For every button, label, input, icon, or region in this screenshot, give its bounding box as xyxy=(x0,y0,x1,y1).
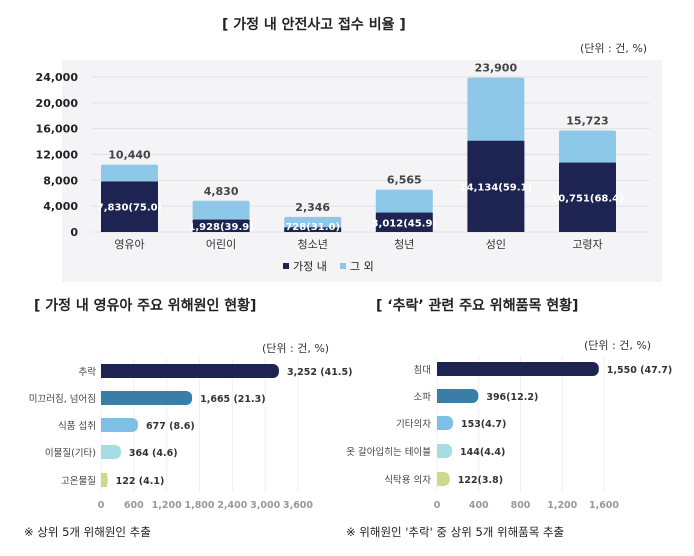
x-tick-label: 3,000 xyxy=(250,500,280,511)
bar-segment-other xyxy=(101,164,158,182)
y-tick-label: 24,000 xyxy=(36,71,79,84)
bar-data-label: 7,830(75.0) xyxy=(97,203,162,214)
bar-segment-other xyxy=(375,189,433,213)
bar-data-label: 1,928(39.9) xyxy=(188,222,253,233)
bar-data-label: 122 (4.1) xyxy=(116,476,165,487)
main-chart-title: [ 가정 내 안전사고 접수 비율 ] xyxy=(222,17,406,33)
x-tick-label: 어린이 xyxy=(206,238,236,251)
x-tick-label: 고령자 xyxy=(572,238,602,251)
right-chart-unit: (단위 : 건, %) xyxy=(584,339,652,352)
y-category-label: 추락 xyxy=(79,366,97,378)
x-tick-label: 3,600 xyxy=(283,500,313,511)
left-chart-unit: (단위 : 건, %) xyxy=(262,342,330,355)
right-chart-note: ※ 위해원인 '추락' 중 상위 5개 위해품목 추출 xyxy=(346,525,565,539)
bar-data-label: 14,134(59.1) xyxy=(460,182,532,193)
y-category-label: 침대 xyxy=(414,365,431,376)
bar-base xyxy=(101,473,107,487)
bar-segment-other xyxy=(467,77,525,141)
bar-base xyxy=(101,445,107,459)
bar-data-label: 364 (4.6) xyxy=(129,448,178,459)
x-tick-label: 1,800 xyxy=(184,500,214,511)
bar-data-label: 153(4.7) xyxy=(461,419,506,430)
y-category-label: 식탁용 의자 xyxy=(384,474,431,486)
y-category-label: 미끄러짐, 넘어짐 xyxy=(29,394,96,405)
y-category-label: 식품 섭취 xyxy=(58,421,96,432)
x-tick-label: 400 xyxy=(469,500,489,511)
x-tick-label: 1,200 xyxy=(152,500,182,511)
bar xyxy=(101,364,279,378)
x-tick-label: 청소년 xyxy=(298,238,328,251)
bar-segment-other xyxy=(284,216,342,228)
bar-data-label: 1,665 (21.3) xyxy=(200,394,265,405)
bar-data-label: 122(3.8) xyxy=(458,475,503,486)
y-category-label: 고온물질 xyxy=(61,475,96,487)
bar xyxy=(437,362,599,376)
bar xyxy=(101,391,193,405)
legend-label-other: 그 외 xyxy=(350,260,374,273)
bar-base xyxy=(101,418,107,432)
bar-base xyxy=(437,416,443,430)
left-chart-title: [ 가정 내 영유아 주요 위해원인 현황] xyxy=(34,298,257,314)
bar-data-label: 396(12.2) xyxy=(486,392,538,403)
bar-data-label: 3,012(45.9) xyxy=(372,218,437,229)
bar-total-label: 10,440 xyxy=(108,149,151,162)
legend-label-home: 가정 내 xyxy=(293,260,327,273)
right-chart-title: [ ‘추락’ 관련 주요 위해품목 현황] xyxy=(376,298,579,314)
bar-segment-home xyxy=(284,227,342,232)
bar xyxy=(437,389,479,403)
y-tick-label: 8,000 xyxy=(43,174,78,187)
bar-data-label: 10,751(68.4) xyxy=(551,193,623,204)
x-tick-label: 800 xyxy=(511,500,531,511)
x-tick-label: 성인 xyxy=(486,238,506,251)
bar-total-label: 23,900 xyxy=(475,62,518,75)
y-tick-label: 0 xyxy=(70,226,78,239)
bar-base xyxy=(437,362,443,376)
y-tick-label: 12,000 xyxy=(36,149,79,162)
bar-data-label: 144(4.4) xyxy=(460,447,505,458)
y-tick-label: 16,000 xyxy=(36,123,79,136)
x-tick-label: 1,200 xyxy=(547,500,577,511)
bar-base xyxy=(437,444,443,458)
bar-segment-other xyxy=(559,130,616,163)
bar-segment-home xyxy=(192,219,250,232)
legend-marker-home xyxy=(283,263,289,269)
bar-segment-other xyxy=(192,200,250,220)
y-tick-label: 20,000 xyxy=(36,97,79,110)
x-tick-label: 2,400 xyxy=(217,500,247,511)
legend-marker-other xyxy=(340,263,346,269)
left-chart-note: ※ 상위 5개 위해원인 추출 xyxy=(24,525,151,539)
bar-segment-home xyxy=(559,162,616,232)
main-chart-unit: (단위 : 건, %) xyxy=(580,42,648,55)
bar-data-label: 728(31.0) xyxy=(285,222,340,233)
y-category-label: 옷 갈아입히는 테이블 xyxy=(346,446,431,458)
bar-segment-home xyxy=(375,212,433,232)
bar-base xyxy=(437,389,443,403)
bar-total-label: 2,346 xyxy=(295,201,330,214)
bar-total-label: 6,565 xyxy=(387,174,422,187)
y-category-label: 기타의자 xyxy=(396,419,431,430)
bar-segment-home xyxy=(467,140,525,232)
bar xyxy=(101,418,139,432)
bar-data-label: 677 (8.6) xyxy=(146,421,195,432)
x-tick-label: 1,600 xyxy=(589,500,619,511)
bar-data-label: 1,550 (47.7) xyxy=(607,365,672,376)
x-tick-label: 600 xyxy=(124,500,144,511)
bar-data-label: 3,252 (41.5) xyxy=(287,367,352,378)
bar-base xyxy=(101,364,107,378)
bar-segment-home xyxy=(101,181,158,232)
x-tick-label: 0 xyxy=(434,500,441,511)
y-category-label: 소파 xyxy=(414,392,432,403)
y-tick-label: 4,000 xyxy=(43,200,78,213)
x-tick-label: 영유아 xyxy=(114,238,144,251)
x-tick-label: 0 xyxy=(98,500,105,511)
bar-total-label: 15,723 xyxy=(566,114,608,127)
y-category-label: 이물질(기타) xyxy=(45,447,96,459)
bar-total-label: 4,830 xyxy=(204,185,239,198)
x-tick-label: 청년 xyxy=(394,238,414,251)
bar-base xyxy=(437,472,443,486)
bar-base xyxy=(101,391,107,405)
